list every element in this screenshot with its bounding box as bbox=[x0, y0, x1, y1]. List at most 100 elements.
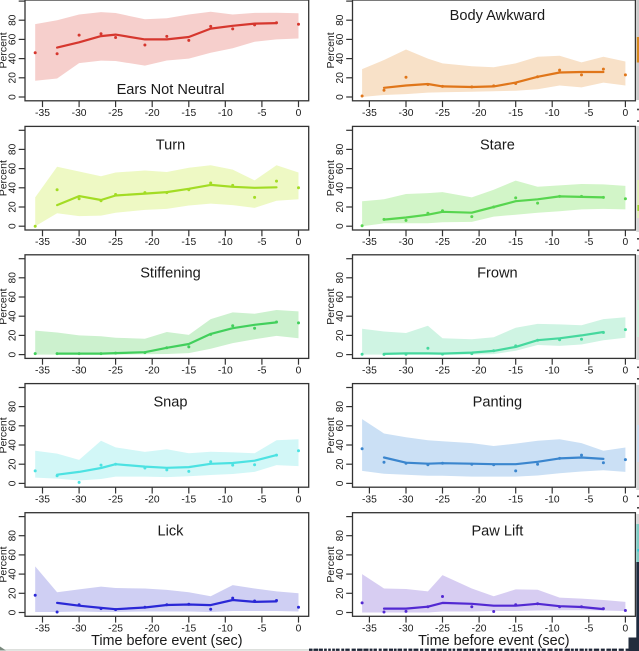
svg-text:40: 40 bbox=[335, 310, 346, 322]
svg-text:-10: -10 bbox=[545, 237, 560, 248]
svg-text:Lick: Lick bbox=[158, 524, 185, 540]
svg-text:80: 80 bbox=[335, 272, 346, 284]
svg-text:0: 0 bbox=[7, 223, 18, 229]
svg-text:0: 0 bbox=[7, 351, 18, 357]
svg-text:20: 20 bbox=[7, 587, 18, 599]
svg-text:20: 20 bbox=[7, 201, 18, 213]
svg-text:80: 80 bbox=[7, 401, 18, 413]
svg-text:-35: -35 bbox=[35, 366, 50, 377]
svg-text:20: 20 bbox=[335, 72, 346, 84]
svg-text:Time before event (sec): Time before event (sec) bbox=[91, 633, 242, 649]
svg-text:-30: -30 bbox=[399, 366, 414, 377]
svg-text:60: 60 bbox=[7, 33, 18, 45]
svg-text:Percent: Percent bbox=[0, 288, 9, 324]
svg-text:-25: -25 bbox=[435, 366, 450, 377]
svg-text:-20: -20 bbox=[145, 494, 160, 505]
svg-text:80: 80 bbox=[335, 530, 346, 542]
svg-text:-10: -10 bbox=[218, 624, 233, 635]
svg-text:-20: -20 bbox=[145, 108, 160, 119]
svg-text:-10: -10 bbox=[545, 494, 560, 505]
svg-text:Stare: Stare bbox=[480, 137, 515, 153]
svg-text:-20: -20 bbox=[145, 624, 160, 635]
svg-text:0: 0 bbox=[296, 624, 302, 635]
svg-text:Snap: Snap bbox=[153, 395, 187, 411]
svg-text:-10: -10 bbox=[218, 237, 233, 248]
svg-text:-20: -20 bbox=[472, 237, 487, 248]
svg-text:-5: -5 bbox=[257, 237, 266, 248]
svg-text:60: 60 bbox=[335, 163, 346, 175]
svg-text:Percent: Percent bbox=[0, 417, 9, 453]
svg-text:20: 20 bbox=[335, 329, 346, 341]
svg-text:0: 0 bbox=[623, 624, 629, 635]
svg-text:20: 20 bbox=[335, 201, 346, 213]
svg-text:80: 80 bbox=[7, 143, 18, 155]
svg-text:-35: -35 bbox=[35, 494, 50, 505]
svg-text:-15: -15 bbox=[508, 108, 523, 119]
svg-text:-30: -30 bbox=[72, 624, 87, 635]
svg-text:Percent: Percent bbox=[0, 160, 9, 196]
svg-text:40: 40 bbox=[7, 439, 18, 451]
svg-text:Paw Lift: Paw Lift bbox=[471, 524, 523, 540]
svg-text:-10: -10 bbox=[545, 366, 560, 377]
svg-text:-35: -35 bbox=[362, 494, 377, 505]
svg-text:-35: -35 bbox=[362, 237, 377, 248]
svg-text:Time before event (sec): Time before event (sec) bbox=[418, 633, 569, 649]
svg-text:80: 80 bbox=[335, 401, 346, 413]
svg-text:0: 0 bbox=[7, 480, 18, 486]
svg-text:0: 0 bbox=[7, 94, 18, 100]
svg-text:Percent: Percent bbox=[325, 546, 337, 582]
svg-text:0: 0 bbox=[335, 609, 346, 615]
svg-text:40: 40 bbox=[335, 53, 346, 65]
svg-text:0: 0 bbox=[296, 108, 302, 119]
svg-text:-25: -25 bbox=[108, 366, 123, 377]
svg-text:-15: -15 bbox=[508, 494, 523, 505]
svg-text:40: 40 bbox=[7, 182, 18, 194]
svg-text:-25: -25 bbox=[435, 108, 450, 119]
svg-text:-10: -10 bbox=[545, 624, 560, 635]
svg-text:60: 60 bbox=[335, 33, 346, 45]
svg-text:0: 0 bbox=[623, 108, 629, 119]
svg-text:-15: -15 bbox=[181, 494, 196, 505]
svg-text:-20: -20 bbox=[472, 366, 487, 377]
svg-text:-5: -5 bbox=[584, 494, 593, 505]
svg-text:-30: -30 bbox=[399, 237, 414, 248]
svg-text:80: 80 bbox=[7, 530, 18, 542]
svg-text:-30: -30 bbox=[399, 624, 414, 635]
svg-text:-35: -35 bbox=[362, 366, 377, 377]
svg-text:-30: -30 bbox=[399, 108, 414, 119]
svg-text:0: 0 bbox=[335, 480, 346, 486]
svg-text:-15: -15 bbox=[181, 237, 196, 248]
svg-text:80: 80 bbox=[7, 14, 18, 26]
svg-text:0: 0 bbox=[296, 494, 302, 505]
svg-text:-15: -15 bbox=[508, 624, 523, 635]
svg-text:-35: -35 bbox=[362, 624, 377, 635]
svg-text:-25: -25 bbox=[435, 237, 450, 248]
svg-text:60: 60 bbox=[335, 291, 346, 303]
svg-text:60: 60 bbox=[335, 549, 346, 561]
svg-text:Ears Not Neutral: Ears Not Neutral bbox=[117, 82, 225, 98]
svg-text:-15: -15 bbox=[508, 366, 523, 377]
svg-text:Percent: Percent bbox=[0, 32, 9, 68]
svg-text:0: 0 bbox=[7, 609, 18, 615]
svg-text:-30: -30 bbox=[72, 108, 87, 119]
svg-text:-20: -20 bbox=[472, 624, 487, 635]
svg-text:60: 60 bbox=[335, 420, 346, 432]
svg-text:-30: -30 bbox=[399, 494, 414, 505]
svg-text:-10: -10 bbox=[545, 108, 560, 119]
svg-text:-25: -25 bbox=[108, 237, 123, 248]
svg-text:-25: -25 bbox=[108, 624, 123, 635]
svg-text:-10: -10 bbox=[218, 494, 233, 505]
svg-text:0: 0 bbox=[335, 94, 346, 100]
svg-text:20: 20 bbox=[335, 458, 346, 470]
svg-text:40: 40 bbox=[7, 53, 18, 65]
svg-text:-15: -15 bbox=[181, 624, 196, 635]
svg-text:60: 60 bbox=[7, 291, 18, 303]
svg-text:-5: -5 bbox=[584, 237, 593, 248]
svg-text:-35: -35 bbox=[35, 624, 50, 635]
svg-text:40: 40 bbox=[7, 310, 18, 322]
svg-text:-20: -20 bbox=[145, 237, 160, 248]
svg-text:40: 40 bbox=[335, 439, 346, 451]
svg-text:Percent: Percent bbox=[325, 288, 337, 324]
svg-text:Percent: Percent bbox=[0, 546, 9, 582]
svg-text:-5: -5 bbox=[257, 624, 266, 635]
